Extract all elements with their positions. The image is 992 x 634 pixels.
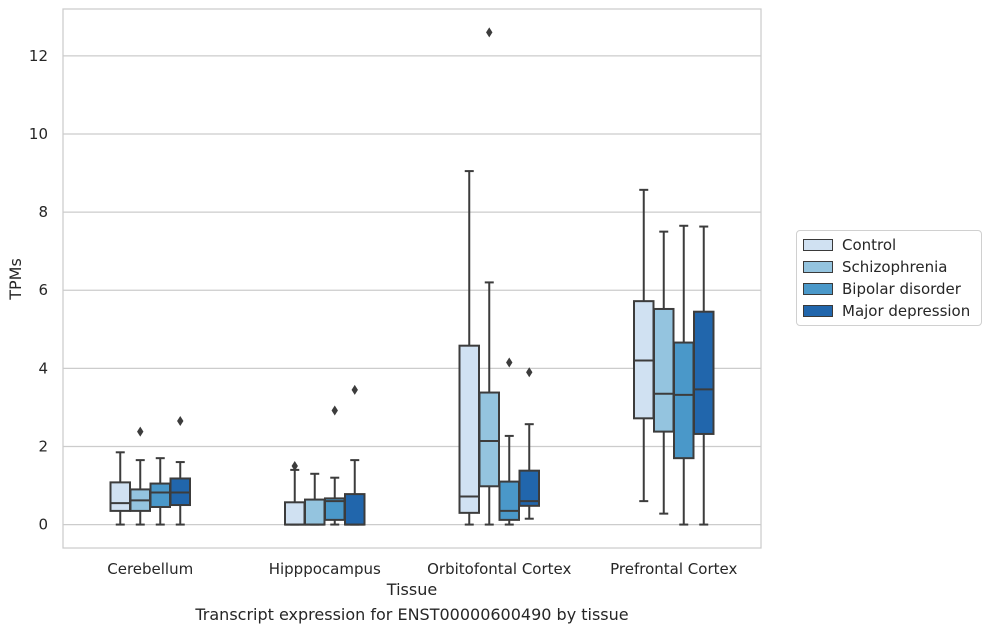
- box-iqr: [673, 341, 695, 460]
- legend-label-major-depression: Major depression: [842, 302, 971, 320]
- box-1-1: [304, 472, 326, 526]
- y-tick-label-8: 8: [38, 203, 48, 221]
- outlier-0: [506, 357, 513, 368]
- chart-caption: Transcript expression for ENST0000060049…: [195, 605, 629, 624]
- box-iqr: [653, 307, 675, 433]
- x-axis-label: Tissue: [386, 580, 437, 599]
- y-axis-label: TPMs: [6, 258, 25, 301]
- box-iqr: [518, 469, 540, 507]
- legend-label-bipolar-disorder: Bipolar disorder: [842, 280, 961, 298]
- box-iqr: [149, 482, 171, 508]
- box-0-1: [284, 460, 306, 526]
- legend-label-schizophrenia: Schizophrenia: [842, 258, 948, 276]
- legend-item-major-depression: Major depression: [803, 301, 970, 321]
- box-iqr: [458, 344, 480, 514]
- legend-swatch-bipolar-disorder: [803, 283, 833, 295]
- box-iqr: [498, 480, 520, 521]
- y-tick-label-6: 6: [38, 281, 48, 299]
- plot-frame: [62, 8, 762, 549]
- legend: Control Schizophrenia Bipolar disorder M…: [796, 230, 982, 326]
- legend-item-schizophrenia: Schizophrenia: [803, 257, 947, 277]
- legend-swatch-major-depression: [803, 305, 833, 317]
- x-tick-label-0: Cerebellum: [107, 560, 193, 578]
- outlier-0: [526, 367, 533, 378]
- box-iqr: [478, 391, 500, 488]
- y-tick-label-4: 4: [38, 359, 48, 377]
- y-tick-label-0: 0: [38, 516, 48, 534]
- box-2-3: [673, 224, 695, 526]
- box-iqr: [109, 481, 131, 512]
- box-1-2: [478, 27, 500, 526]
- box-0-2: [458, 170, 480, 526]
- outlier-0: [486, 27, 493, 38]
- box-3-0: [169, 416, 191, 526]
- box-0-3: [633, 188, 655, 503]
- box-iqr: [693, 310, 715, 435]
- box-2-2: [498, 357, 520, 526]
- box-2-0: [149, 457, 171, 526]
- x-tick-label-3: Prefrontal Cortex: [610, 560, 737, 578]
- box-1-0: [129, 426, 151, 526]
- outlier-0: [291, 460, 298, 471]
- box-iqr: [304, 498, 326, 526]
- box-3-2: [518, 367, 540, 520]
- box-iqr: [284, 501, 306, 526]
- tick-labels: 0 2 4 6 8 10 12 Cerebellum Hipppocampus Orbitofon…: [29, 47, 738, 578]
- box-1-3: [653, 230, 675, 515]
- box-3-3: [693, 225, 715, 526]
- y-tick-label-10: 10: [29, 125, 48, 143]
- legend-item-control: Control: [803, 235, 896, 255]
- legend-swatch-schizophrenia: [803, 261, 833, 273]
- y-tick-label-2: 2: [38, 437, 48, 455]
- box-0-0: [109, 451, 131, 526]
- x-tick-label-2: Orbitofontal Cortex: [427, 560, 571, 578]
- legend-item-bipolar-disorder: Bipolar disorder: [803, 279, 961, 299]
- legend-label-control: Control: [842, 236, 897, 254]
- box-iqr: [344, 493, 366, 526]
- outlier-0: [177, 416, 184, 427]
- grid-lines: [63, 55, 761, 526]
- box-3-1: [344, 384, 366, 526]
- outlier-0: [331, 405, 338, 416]
- boxes: [109, 27, 715, 526]
- outlier-0: [351, 384, 358, 395]
- x-tick-label-1: Hipppocampus: [269, 560, 381, 578]
- outlier-0: [137, 426, 144, 437]
- y-tick-label-12: 12: [29, 47, 48, 65]
- box-2-1: [324, 405, 346, 526]
- legend-swatch-control: [803, 239, 833, 251]
